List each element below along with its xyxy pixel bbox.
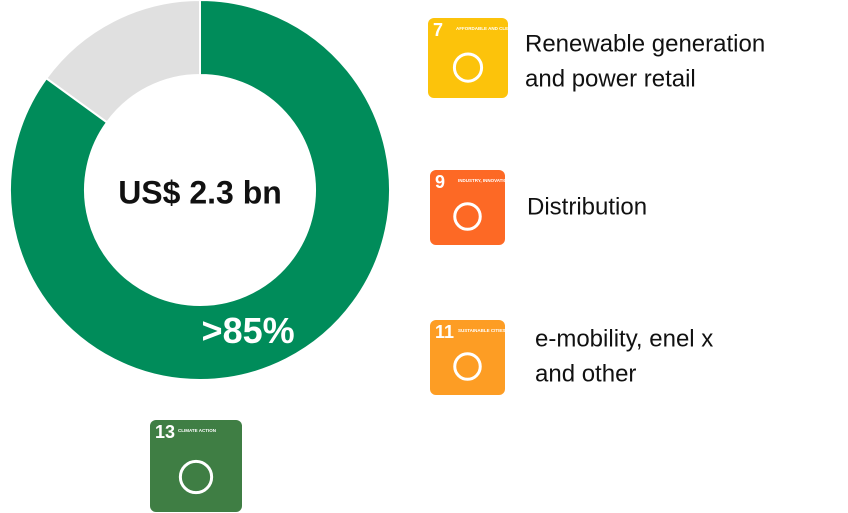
sdg-icon-bg	[150, 420, 242, 512]
sdg-number: 13	[155, 422, 175, 442]
legend-label: Distribution	[527, 193, 647, 220]
sdg-symbol	[453, 202, 482, 231]
sdg-symbol	[178, 459, 214, 495]
value-label: >85%	[202, 310, 295, 351]
sdg-symbol	[453, 352, 482, 381]
sdg-icon: 13 CLIMATE ACTION	[150, 420, 242, 512]
legend-label: and power retail	[525, 65, 696, 92]
sdg-icon: 11 SUSTAINABLE CITIES AND COMMUNITIES	[430, 320, 550, 395]
legend-label: and other	[535, 360, 636, 387]
sdg-icon-bg	[428, 18, 508, 98]
donut-segment	[9, 0, 391, 381]
sdg-icon-bg	[430, 320, 505, 395]
legend-label: Renewable generation	[525, 30, 765, 57]
sdg-number: 11	[435, 322, 454, 342]
sdg-icon-bg	[430, 170, 505, 245]
sdg-title: SUSTAINABLE CITIES AND COMMUNITIES	[458, 328, 550, 333]
sdg-icon: 7 AFFORDABLE AND CLEAN ENERGY	[428, 18, 535, 98]
legend-label: e-mobility, enel x	[535, 325, 713, 352]
sdg-number: 9	[435, 172, 445, 192]
center-annotation: US$ 2.3 bn	[118, 174, 282, 210]
sdg-title: INDUSTRY, INNOVATION AND INFRASTRUCTURE	[458, 178, 564, 183]
sdg-symbol	[452, 52, 484, 83]
sdg-title: CLIMATE ACTION	[178, 428, 216, 433]
sdg-number: 7	[433, 20, 443, 40]
sdg-title: AFFORDABLE AND CLEAN ENERGY	[456, 26, 535, 31]
sdg-icon: 9 INDUSTRY, INNOVATION AND INFRASTRUCTURE	[430, 170, 564, 245]
